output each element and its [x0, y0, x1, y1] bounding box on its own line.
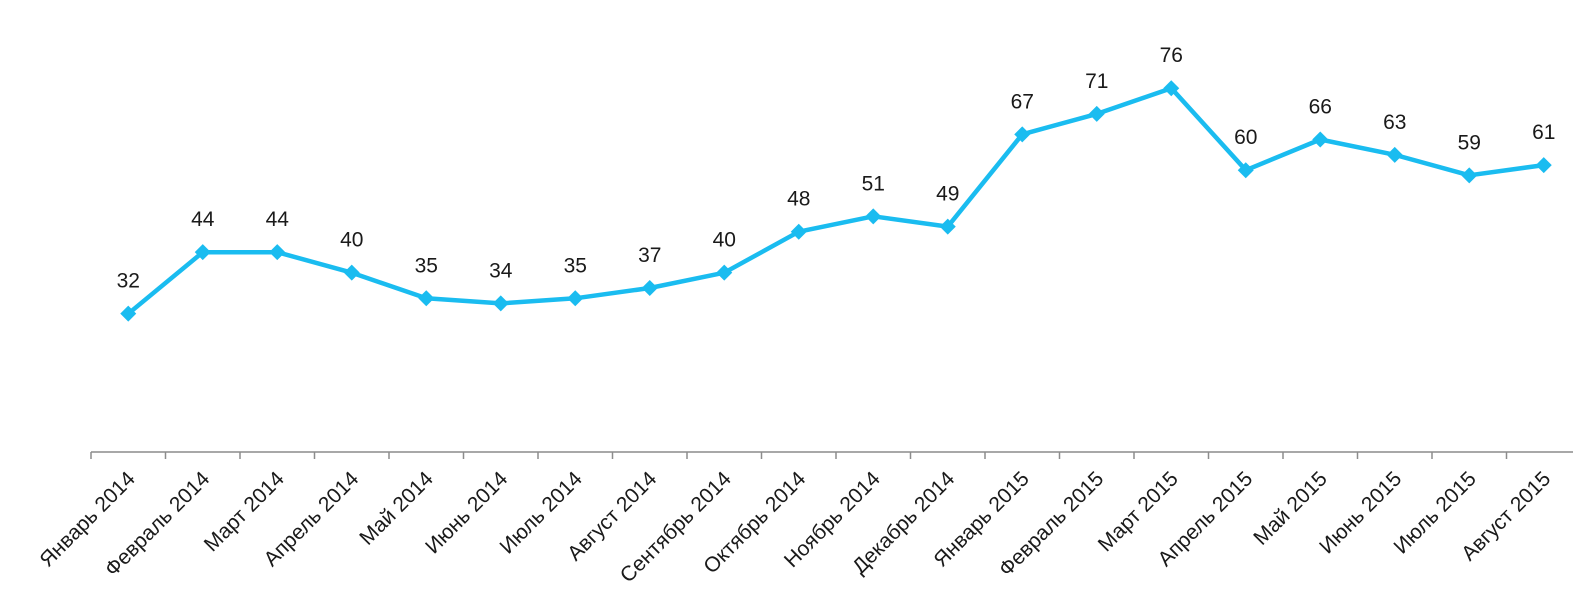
data-label: 59	[1458, 131, 1481, 154]
data-label: 44	[266, 208, 290, 231]
data-label: 63	[1383, 111, 1406, 134]
data-point-marker	[641, 280, 658, 297]
series-layer	[126, 85, 1547, 316]
data-label: 67	[1011, 90, 1034, 113]
data-point-marker	[790, 223, 807, 240]
data-label: 32	[117, 270, 140, 293]
data-label: 49	[936, 183, 959, 206]
data-point-marker	[939, 218, 956, 235]
data-point-marker	[1088, 105, 1105, 122]
data-point-marker	[1386, 146, 1403, 163]
data-point-marker	[1163, 80, 1180, 97]
data-label: 40	[713, 229, 736, 252]
data-point-marker	[418, 290, 435, 307]
data-point-marker	[120, 305, 137, 322]
data-point-marker	[1014, 126, 1031, 143]
data-label: 37	[638, 244, 661, 267]
data-label: 71	[1085, 70, 1108, 93]
data-label: 61	[1532, 121, 1555, 144]
data-label: 48	[787, 188, 810, 211]
data-label: 51	[862, 172, 885, 195]
data-label: 60	[1234, 126, 1257, 149]
data-label: 35	[415, 254, 438, 277]
data-point-marker	[1312, 131, 1329, 148]
data-point-marker	[716, 264, 733, 281]
data-label: 40	[340, 229, 363, 252]
marker-layer	[120, 80, 1552, 322]
data-point-marker	[1237, 162, 1254, 179]
data-label: 35	[564, 254, 587, 277]
data-label: 34	[489, 259, 513, 282]
data-label: 76	[1160, 44, 1183, 67]
data-point-marker	[269, 244, 286, 261]
data-point-marker	[1461, 167, 1478, 184]
data-point-marker	[492, 295, 509, 312]
data-label: 66	[1309, 95, 1332, 118]
data-point-marker	[194, 244, 211, 261]
data-point-marker	[1535, 157, 1552, 174]
data-point-marker	[343, 264, 360, 281]
x-axis	[90, 451, 1573, 459]
data-point-marker	[865, 208, 882, 225]
data-point-marker	[567, 290, 584, 307]
data-label-layer: 32 44 44 40 35 34 35 37 40 48 51 49 67 71 76 60 66 63 59 61	[117, 44, 1556, 292]
series-line	[126, 85, 1547, 316]
data-label: 44	[191, 208, 215, 231]
